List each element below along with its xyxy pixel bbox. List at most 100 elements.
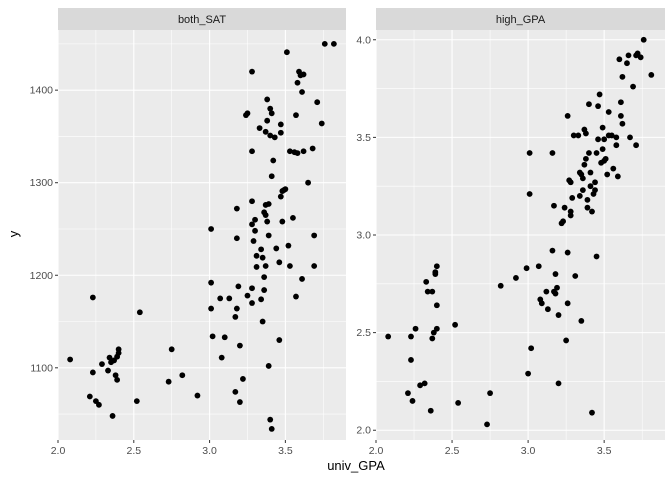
data-point bbox=[484, 421, 490, 428]
data-point bbox=[294, 150, 301, 156]
data-point bbox=[262, 212, 269, 219]
data-point bbox=[265, 363, 272, 369]
data-point bbox=[258, 246, 265, 253]
data-point bbox=[627, 134, 633, 141]
x-tick-label: 3.0 bbox=[521, 445, 536, 457]
data-point bbox=[261, 274, 268, 281]
data-point bbox=[586, 150, 592, 156]
data-point bbox=[267, 105, 274, 112]
data-point bbox=[637, 54, 644, 61]
y-tick-label: 1100 bbox=[30, 362, 53, 374]
data-point bbox=[86, 393, 93, 400]
data-point bbox=[270, 157, 277, 164]
data-point bbox=[264, 218, 271, 225]
data-point bbox=[249, 300, 255, 306]
data-point bbox=[567, 179, 574, 186]
facet-strip-label: high_GPA bbox=[496, 14, 546, 26]
data-point bbox=[589, 409, 595, 416]
data-point bbox=[423, 278, 430, 285]
data-point bbox=[564, 249, 571, 256]
data-point bbox=[564, 300, 571, 307]
data-point bbox=[421, 380, 428, 387]
data-point bbox=[309, 145, 316, 152]
x-tick-label: 3.0 bbox=[202, 445, 217, 457]
data-point bbox=[112, 372, 119, 379]
data-point bbox=[409, 398, 416, 404]
data-point bbox=[619, 120, 626, 127]
data-point bbox=[208, 305, 214, 312]
data-point bbox=[209, 333, 216, 340]
data-point bbox=[194, 392, 201, 399]
data-point bbox=[208, 279, 214, 286]
data-point bbox=[625, 52, 632, 59]
data-point bbox=[258, 296, 265, 303]
data-point bbox=[385, 333, 392, 340]
data-point bbox=[551, 202, 557, 209]
data-point bbox=[544, 306, 551, 313]
x-tick-label: 3.5 bbox=[597, 445, 612, 457]
data-point bbox=[217, 295, 224, 302]
data-point bbox=[105, 367, 111, 374]
data-point bbox=[569, 195, 576, 201]
data-point bbox=[405, 390, 411, 397]
data-point bbox=[599, 124, 606, 131]
data-point bbox=[232, 314, 239, 320]
data-point bbox=[233, 305, 240, 312]
data-point bbox=[589, 208, 595, 215]
data-point bbox=[261, 287, 268, 293]
data-point bbox=[610, 165, 617, 172]
data-point bbox=[305, 179, 312, 186]
data-point bbox=[417, 382, 424, 389]
data-point bbox=[613, 134, 620, 141]
data-point bbox=[293, 112, 299, 119]
data-point bbox=[267, 416, 274, 423]
data-point bbox=[429, 335, 436, 342]
data-point bbox=[429, 288, 436, 295]
data-point bbox=[579, 187, 586, 193]
data-point bbox=[599, 146, 606, 152]
data-point bbox=[233, 235, 240, 242]
data-point bbox=[455, 400, 462, 406]
x-tick-label: 2.5 bbox=[126, 445, 141, 457]
data-point bbox=[543, 288, 550, 295]
data-point bbox=[583, 155, 589, 162]
data-point bbox=[412, 325, 419, 332]
data-point bbox=[300, 148, 307, 155]
data-point bbox=[560, 218, 566, 225]
data-point bbox=[259, 318, 266, 325]
data-point bbox=[259, 254, 266, 261]
data-point bbox=[433, 302, 440, 309]
x-tick-label: 2.0 bbox=[369, 445, 384, 457]
data-point bbox=[578, 318, 585, 324]
data-point bbox=[630, 83, 636, 90]
data-point bbox=[586, 101, 592, 108]
data-point bbox=[408, 357, 414, 363]
data-point bbox=[587, 183, 594, 190]
data-point bbox=[277, 193, 284, 200]
data-point bbox=[165, 378, 172, 385]
data-point bbox=[593, 150, 600, 156]
data-point bbox=[633, 142, 639, 149]
data-point bbox=[433, 263, 440, 270]
data-point bbox=[314, 99, 321, 106]
data-point bbox=[179, 372, 186, 379]
data-point bbox=[249, 148, 255, 155]
data-point bbox=[576, 193, 583, 199]
data-point bbox=[608, 132, 615, 139]
y-tick-label: 1200 bbox=[30, 270, 54, 282]
y-axis-title: y bbox=[6, 230, 21, 237]
data-point bbox=[253, 264, 260, 270]
data-point bbox=[299, 276, 305, 282]
data-point bbox=[427, 407, 434, 414]
data-point bbox=[265, 232, 272, 239]
data-point bbox=[593, 253, 600, 260]
data-point bbox=[249, 285, 255, 292]
data-point bbox=[96, 401, 102, 408]
data-point bbox=[613, 142, 620, 149]
data-point bbox=[592, 187, 598, 193]
data-point bbox=[252, 216, 258, 223]
data-point bbox=[592, 179, 598, 186]
data-point bbox=[256, 125, 263, 132]
data-point bbox=[277, 121, 284, 128]
data-point bbox=[596, 91, 603, 98]
